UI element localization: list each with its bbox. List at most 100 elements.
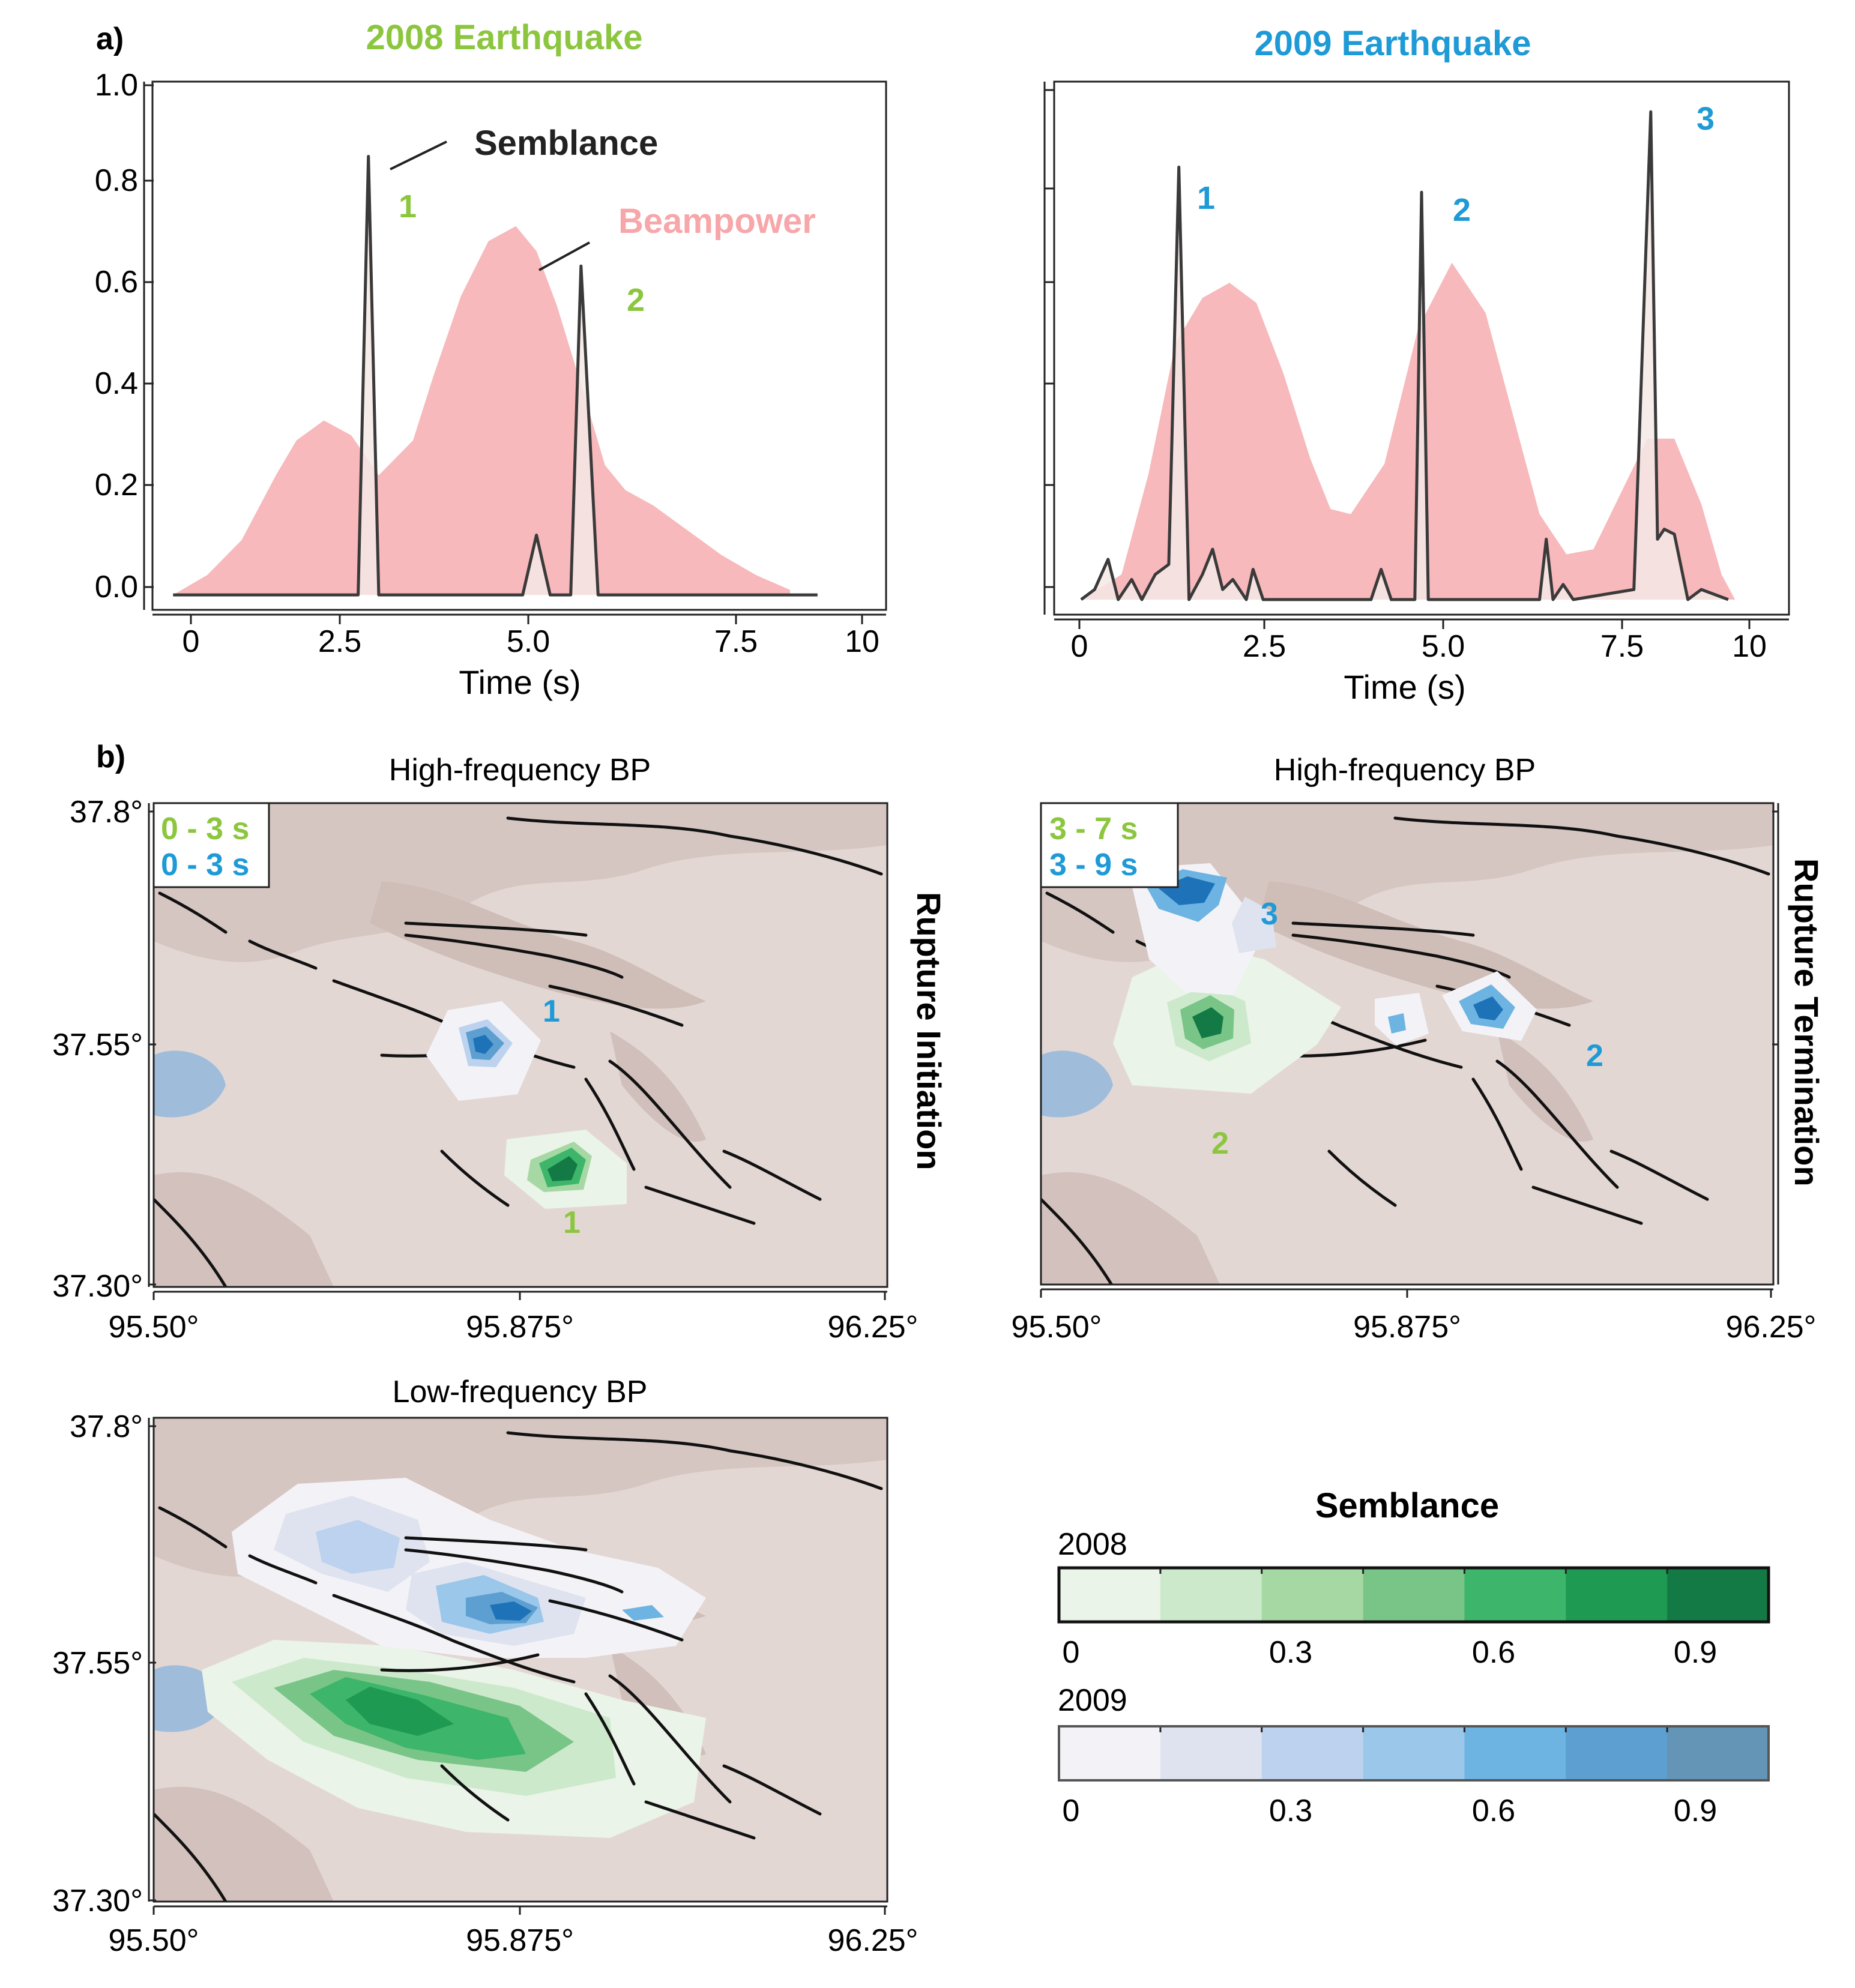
lon-tick-label: 96.25° <box>828 1310 918 1345</box>
x-tick-label: 0 <box>182 624 200 659</box>
colorbar-step <box>1261 1726 1364 1780</box>
lat-tick-label: 37.55° <box>52 1646 143 1681</box>
colorbar-step <box>1566 1726 1668 1780</box>
colorbar-2008-frame <box>1057 1566 1770 1624</box>
lat-tick-label: 37.30° <box>52 1269 143 1304</box>
panel-a-label: a) <box>96 22 124 56</box>
blue-contour-termination <box>1132 863 1537 1046</box>
panel-b-label: b) <box>96 739 125 774</box>
colorbar-title: Semblance <box>1315 1486 1499 1525</box>
colorbar-step <box>1667 1726 1769 1780</box>
peak-2008-1: 1 <box>399 188 417 224</box>
semblance-line <box>1080 110 1729 601</box>
map-lf-frame <box>152 1417 888 1903</box>
colorbar-step <box>1363 1568 1465 1622</box>
time-window-box-initiation <box>152 802 270 888</box>
rupture-initiation-label: Rupture Initiation <box>910 892 948 1170</box>
peak-2009-3: 3 <box>1697 101 1715 137</box>
colorbar-year-2008: 2008 <box>1058 1527 1127 1562</box>
lf-title: Low-frequency BP <box>393 1375 648 1409</box>
lon-tick-label: 96.25° <box>1726 1310 1817 1345</box>
peak-2009-2: 2 <box>1453 192 1471 228</box>
chart-2009: 0 2.5 5.0 7.5 10 Time (s) 1 2 3 <box>1043 80 1790 706</box>
colorbar-2008-tick: 0.6 <box>1472 1635 1515 1670</box>
lon-tick-label: 95.50° <box>109 1923 199 1958</box>
chart-2009-frame <box>1053 80 1790 616</box>
x-axis-label: Time (s) <box>459 663 581 701</box>
colorbar-step <box>1059 1568 1161 1622</box>
colorbar-step <box>1566 1568 1668 1622</box>
chart-2008: 0.0 0.2 0.4 0.6 0.8 1.0 0 2.5 5.0 7.5 10… <box>95 68 887 701</box>
colorbar-2009 <box>1059 1726 1769 1780</box>
chart-2008-y-axis: 0.0 0.2 0.4 0.6 0.8 1.0 <box>95 68 154 610</box>
lat-tick-label: 37.8° <box>70 795 143 830</box>
colorbar-step <box>1261 1568 1364 1622</box>
time-window-2008-termination: 3 - 7 s <box>1049 812 1138 846</box>
colorbar-2009-tick: 0.3 <box>1269 1794 1312 1828</box>
colorbar-2009-tick: 0.6 <box>1472 1794 1515 1828</box>
colorbar-2009-tick: 0 <box>1063 1794 1080 1828</box>
peak-2009-1: 1 <box>1197 180 1215 216</box>
x-tick-label: 10 <box>1732 629 1767 664</box>
lon-tick-label: 95.875° <box>1353 1310 1461 1345</box>
semblance-annotation: Semblance <box>474 124 658 163</box>
x-tick-label: 0 <box>1071 629 1088 664</box>
chart-2009-y-axis <box>1043 82 1054 615</box>
lon-tick-label: 95.50° <box>1012 1310 1102 1345</box>
time-window-2009-termination: 3 - 9 s <box>1049 848 1138 882</box>
blue-contour-initiation <box>426 1001 541 1101</box>
lat-tick-label: 37.55° <box>52 1028 143 1062</box>
chart-2008-frame <box>151 80 887 611</box>
semblance-leader <box>390 140 447 170</box>
chart-2008-x-axis: 0 2.5 5.0 7.5 10 Time (s) <box>152 613 886 701</box>
beampower-area <box>1081 262 1736 600</box>
y-tick-label: 0.4 <box>95 366 138 401</box>
chart-2009-x-axis: 0 2.5 5.0 7.5 10 Time (s) <box>1054 618 1789 706</box>
colorbar-2008-tick: 0.3 <box>1269 1635 1312 1670</box>
semblance-fill <box>1081 112 1728 600</box>
map-hf-initiation <box>154 803 887 1287</box>
colorbar-step <box>1160 1726 1262 1780</box>
lon-tick-label: 95.875° <box>466 1310 574 1345</box>
lon-tick-label: 95.50° <box>109 1310 199 1345</box>
colorbar-2008-tick: 0.9 <box>1674 1635 1717 1670</box>
x-tick-label: 7.5 <box>1600 629 1644 664</box>
colorbar-2009-frame <box>1058 1725 1770 1782</box>
y-tick-label: 1.0 <box>95 68 138 103</box>
map-hf-termination <box>1041 803 1773 1285</box>
colorbar-year-2009: 2009 <box>1058 1683 1127 1718</box>
beampower-leader <box>538 241 590 271</box>
time-window-2008-initiation: 0 - 3 s <box>161 812 249 846</box>
chart-2008-title: 2008 Earthquake <box>366 18 642 57</box>
hf-title-initiation: High-frequency BP <box>389 753 651 788</box>
lat-tick-label: 37.30° <box>52 1884 143 1918</box>
y-tick-label: 0.6 <box>95 265 138 300</box>
colorbar-2008-tick: 0 <box>1063 1635 1080 1670</box>
peak-2008-2: 2 <box>627 282 645 318</box>
x-tick-label: 10 <box>845 624 879 659</box>
x-tick-label: 5.0 <box>507 624 550 659</box>
lat-tick-label: 37.8° <box>70 1409 143 1444</box>
colorbar-2008 <box>1059 1568 1769 1622</box>
blue-label-1-initiation: 1 <box>543 994 560 1029</box>
lon-tick-label: 95.875° <box>466 1923 574 1958</box>
time-window-box-termination <box>1040 802 1179 888</box>
time-window-2009-initiation: 0 - 3 s <box>161 848 249 882</box>
x-axis-label: Time (s) <box>1344 668 1465 706</box>
colorbar-step <box>1160 1568 1262 1622</box>
hf-title-termination: High-frequency BP <box>1274 753 1536 788</box>
beampower-area <box>173 226 791 595</box>
y-tick-label: 0.0 <box>95 570 138 604</box>
colorbar-2009-tick: 0.9 <box>1674 1794 1717 1828</box>
colorbar-step <box>1363 1726 1465 1780</box>
beampower-annotation: Beampower <box>618 202 816 241</box>
lon-tick-label: 96.25° <box>828 1923 918 1958</box>
x-tick-label: 5.0 <box>1422 629 1465 664</box>
y-tick-label: 0.8 <box>95 163 138 198</box>
colorbar-step <box>1464 1726 1566 1780</box>
blue-label-3-termination: 3 <box>1261 897 1278 932</box>
x-tick-label: 2.5 <box>1243 629 1286 664</box>
semblance-line <box>173 155 818 597</box>
colorbar-step <box>1059 1726 1161 1780</box>
